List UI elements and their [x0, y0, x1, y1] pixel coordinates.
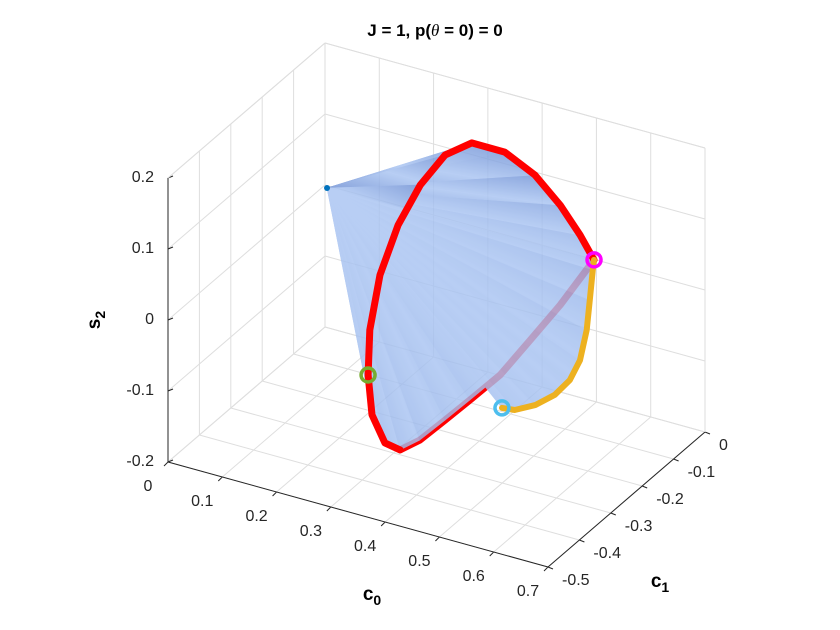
z-tick-label: 0.1 [132, 240, 154, 257]
tick-mark [163, 461, 169, 467]
grid-line [221, 341, 380, 478]
title-symbol: θ [431, 21, 439, 40]
label-sub: 1 [661, 579, 669, 595]
label-base: s [84, 319, 105, 330]
z-tick-label: -0.1 [126, 382, 154, 399]
label-sub: 2 [92, 311, 108, 319]
x-tick-label: 0 [144, 478, 153, 495]
tick-mark [272, 491, 277, 497]
tick-mark [642, 485, 648, 489]
grid-line [167, 184, 326, 321]
tick-mark [579, 539, 585, 543]
marker [324, 185, 331, 192]
tick-mark [217, 476, 223, 482]
y-axis-label: c1 [651, 571, 670, 595]
axis-line [547, 431, 706, 568]
x-tick-label: 0.2 [245, 508, 267, 525]
grid-line [262, 380, 643, 487]
y-tick-label: -0.2 [656, 491, 684, 508]
marker [493, 399, 511, 417]
line-3d [364, 139, 598, 454]
title-part: J = 1, p( [367, 21, 431, 40]
y-tick-label: -0.5 [562, 572, 590, 589]
grid-line [199, 434, 580, 541]
grid-line [167, 113, 326, 250]
grid-line [439, 401, 597, 538]
box-edge [167, 42, 326, 179]
grid-line [167, 255, 326, 392]
marker [585, 251, 603, 269]
z-tick-label: -0.2 [126, 453, 154, 470]
x-tick-label: 0.7 [517, 583, 539, 600]
y-tick-label: -0.1 [688, 464, 716, 481]
z-tick-label: 0.2 [132, 169, 154, 186]
z-axis-label: s2 [84, 311, 108, 330]
tick-mark [610, 512, 616, 516]
x-tick-label: 0.4 [354, 538, 376, 555]
x-tick-label: 0.6 [463, 568, 485, 585]
tick-mark [167, 317, 174, 321]
surface [325, 142, 595, 451]
x-tick-label: 0.1 [191, 493, 213, 510]
grid-line [230, 407, 611, 514]
y-tick-label: -0.3 [625, 518, 653, 535]
x-axis-label: c0 [363, 584, 382, 608]
grid-line [293, 353, 674, 460]
y-tick-label: -0.4 [593, 545, 621, 562]
tick-mark [167, 246, 174, 250]
tick-mark [326, 506, 332, 512]
tick-mark [543, 566, 549, 572]
grid-line [493, 416, 652, 553]
line-3d [499, 256, 597, 413]
label-sub: 0 [373, 592, 381, 608]
axis-line [167, 461, 549, 568]
tick-mark [673, 458, 679, 462]
z-tick-label: 0 [145, 311, 154, 328]
y-tick-label: 0 [719, 437, 728, 454]
tick-mark [167, 459, 174, 463]
tick-mark [435, 536, 440, 542]
title-part: = 0) = 0 [439, 21, 502, 40]
tick-mark [167, 388, 174, 392]
tick-mark [704, 431, 711, 435]
box-edge [324, 42, 706, 149]
tick-mark [547, 566, 554, 570]
grid-line [167, 326, 326, 463]
chart-title: J = 1, p(θ = 0) = 0 [367, 21, 502, 41]
label-base: c [651, 571, 662, 592]
x-tick-label: 0.5 [408, 553, 430, 570]
x-tick-label: 0.3 [300, 523, 322, 540]
tick-mark [489, 551, 495, 557]
marker [359, 366, 377, 384]
label-base: c [363, 584, 374, 605]
tick-mark [380, 521, 386, 527]
